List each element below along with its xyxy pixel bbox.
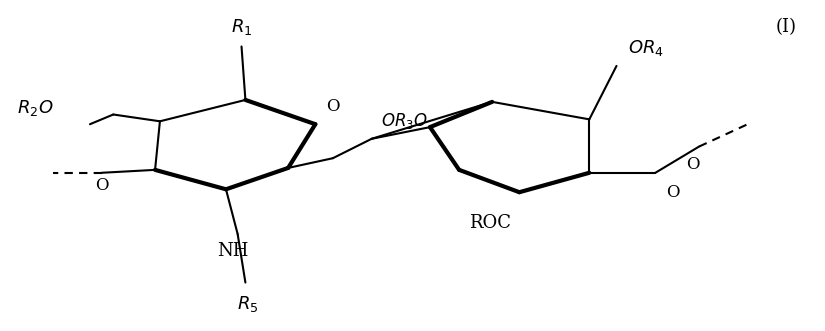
- Text: O: O: [686, 156, 700, 172]
- Text: O: O: [95, 177, 108, 194]
- Text: $OR_3O$: $OR_3O$: [381, 111, 428, 131]
- Text: $OR_4$: $OR_4$: [628, 38, 663, 59]
- Text: $R_5$: $R_5$: [237, 294, 258, 314]
- Text: (I): (I): [776, 18, 797, 36]
- Text: O: O: [326, 98, 340, 115]
- Text: O: O: [666, 184, 680, 201]
- Text: ROC: ROC: [469, 214, 512, 232]
- Text: $R_2O$: $R_2O$: [16, 98, 53, 118]
- Text: $R_1$: $R_1$: [231, 17, 252, 37]
- Text: NH: NH: [217, 242, 248, 260]
